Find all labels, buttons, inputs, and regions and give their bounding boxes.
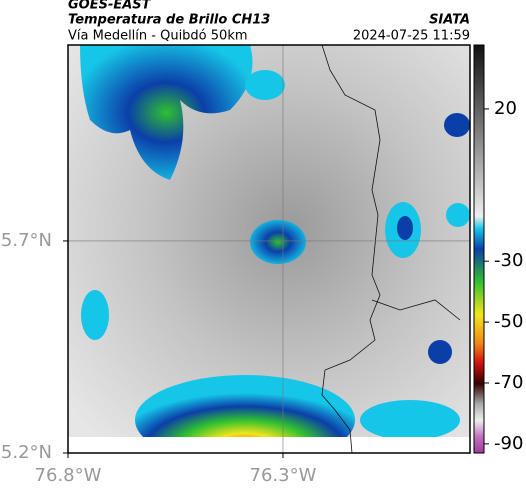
source: SIATA xyxy=(429,13,470,28)
colorbar-tick-label: 20 xyxy=(494,98,517,119)
colorbar-tick-label: -50 xyxy=(494,311,523,332)
timestamp: 2024-07-25 11:59 xyxy=(353,29,470,44)
title: GOES-EAST xyxy=(68,0,152,13)
colorbar-tick-label: -30 xyxy=(494,250,523,271)
x-tick-label: 76.8°W xyxy=(35,465,102,486)
map-frame xyxy=(67,44,471,454)
colorbar xyxy=(473,44,485,454)
colorbar-tick-label: -70 xyxy=(494,372,523,393)
y-tick-label: 5.7°N xyxy=(1,230,52,251)
route: Vía Medellín - Quibdó 50km xyxy=(68,29,248,44)
subtitle: Temperatura de Brillo CH13 xyxy=(68,13,270,28)
x-tick-label: 76.3°W xyxy=(250,465,317,486)
colorbar-tick-label: -90 xyxy=(494,433,523,454)
y-tick-label: 5.2°N xyxy=(1,442,52,463)
satellite-image xyxy=(68,45,470,453)
